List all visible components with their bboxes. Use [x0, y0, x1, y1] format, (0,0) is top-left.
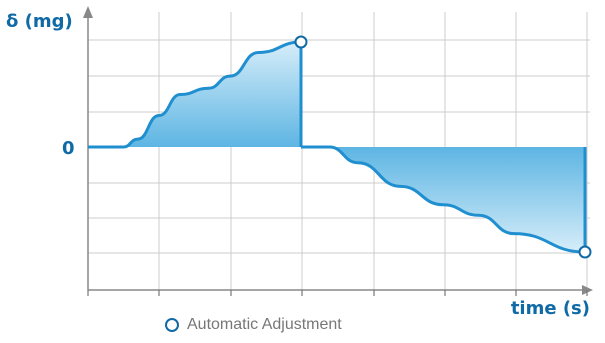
- legend-marker-icon: [165, 318, 179, 332]
- y-axis-arrow: [83, 6, 93, 18]
- lines: [87, 40, 587, 254]
- ticks: [87, 290, 588, 296]
- markers: [294, 35, 592, 259]
- legend-label: Automatic Adjustment: [187, 316, 342, 333]
- y-tick-label-0: 0: [62, 138, 75, 159]
- data-point-marker-0: [294, 35, 308, 49]
- areas: [88, 42, 585, 252]
- area-positive: [88, 42, 301, 147]
- series-line-rise: [87, 40, 302, 149]
- x-axis-title: time (s): [511, 298, 590, 319]
- y-axis-title: δ (mg): [6, 11, 73, 32]
- data-point-marker-1: [578, 245, 592, 259]
- series-line-fall: [300, 145, 586, 254]
- legend: Automatic Adjustment: [165, 316, 342, 334]
- area-negative: [301, 147, 585, 252]
